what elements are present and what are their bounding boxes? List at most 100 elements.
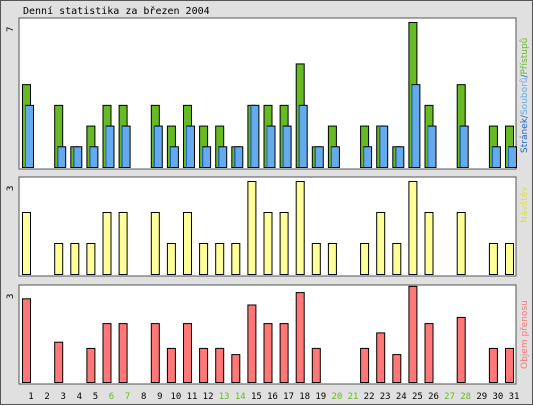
x-tick-label-day-11: 11 (187, 392, 198, 402)
bar-volume-day-5 (86, 347, 96, 383)
bar-files-day-13 (218, 146, 228, 169)
bar-files-day-11 (186, 125, 195, 168)
legend-sep-2: / (520, 73, 530, 77)
x-tick-label-day-13: 13 (219, 392, 230, 402)
x-tick-label-day-20: 20 (331, 392, 342, 402)
bar-visits-day-18 (295, 181, 305, 275)
bar-volume-day-17 (279, 323, 289, 384)
bar-volume-day-24 (392, 354, 402, 384)
bar-visits-day-1 (22, 212, 31, 275)
bar-files-day-18 (298, 104, 308, 168)
bar-files-day-28 (459, 125, 469, 168)
bar-volume-day-11 (183, 323, 192, 384)
x-tick-label-day-12: 12 (203, 392, 214, 402)
bar-visits-day-9 (150, 212, 160, 275)
bar-visits-day-23 (376, 212, 386, 275)
bar-files-day-4 (73, 146, 83, 169)
bar-volume-day-9 (150, 323, 160, 384)
y-max-label-volume: 3 (6, 294, 16, 299)
bar-visits-day-7 (118, 212, 128, 275)
x-tick-label-day-6: 6 (109, 392, 114, 402)
bar-files-day-6 (105, 125, 115, 168)
bar-files-day-26 (427, 125, 437, 168)
bar-volume-day-22 (360, 347, 370, 383)
x-tick-label-day-31: 31 (509, 392, 520, 402)
legend-files: Souborů (519, 77, 530, 115)
bar-files-day-9 (153, 125, 163, 168)
bar-volume-day-7 (118, 323, 128, 384)
bar-volume-day-15 (247, 304, 257, 383)
bar-visits-day-14 (231, 243, 241, 275)
bar-visits-day-30 (488, 243, 498, 275)
x-tick-label-day-18: 18 (299, 392, 310, 402)
bar-files-day-5 (89, 146, 99, 169)
x-tick-label-day-21: 21 (348, 392, 359, 402)
legend-panel-hits: Stránek/Souborů/Přístupů (519, 38, 530, 153)
bar-visits-day-5 (86, 243, 96, 275)
x-tick-label-day-23: 23 (380, 392, 391, 402)
bar-files-day-12 (202, 146, 212, 169)
x-tick-label-day-28: 28 (460, 392, 471, 402)
bar-files-day-16 (266, 125, 276, 168)
bar-volume-day-25 (408, 285, 418, 383)
bar-volume-day-1 (22, 298, 31, 383)
bar-volume-day-12 (199, 347, 209, 383)
bar-visits-day-15 (247, 181, 257, 275)
bar-files-day-1 (25, 104, 34, 168)
bar-visits-day-19 (311, 243, 321, 275)
bar-files-day-3 (57, 146, 67, 169)
x-tick-label-day-2: 2 (44, 392, 49, 402)
bar-visits-day-3 (54, 243, 64, 275)
bar-files-day-19 (314, 146, 324, 169)
bar-visits-day-6 (102, 212, 112, 275)
bar-visits-day-28 (456, 212, 466, 275)
bar-files-day-17 (282, 125, 292, 168)
x-tick-label-day-4: 4 (77, 392, 82, 402)
legend-visits: Návštěv (519, 186, 530, 223)
x-tick-label-day-10: 10 (170, 392, 181, 402)
x-tick-label-day-17: 17 (283, 392, 294, 402)
legend-sep-1: / (520, 114, 530, 118)
bar-files-day-30 (491, 146, 501, 169)
legend-volume: Objem přenosu (520, 300, 530, 369)
bar-volume-day-6 (102, 323, 112, 384)
x-tick-label-day-27: 27 (444, 392, 455, 402)
bar-visits-day-10 (166, 243, 176, 275)
bar-visits-day-25 (408, 181, 418, 275)
bar-visits-day-26 (424, 212, 434, 275)
x-tick-label-day-22: 22 (364, 392, 375, 402)
bar-visits-day-31 (505, 243, 514, 275)
x-tick-label-day-8: 8 (141, 392, 146, 402)
bar-files-day-24 (395, 146, 405, 169)
bar-volume-day-28 (456, 316, 466, 383)
y-max-label-hits: 7 (6, 27, 16, 32)
bar-files-day-14 (234, 146, 244, 169)
bar-files-day-15 (250, 104, 260, 168)
x-tick-label-day-29: 29 (476, 392, 487, 402)
x-tick-label-day-24: 24 (396, 392, 407, 402)
bar-files-day-20 (330, 146, 340, 169)
bar-files-day-23 (379, 125, 389, 168)
bar-files-day-22 (363, 146, 373, 169)
x-tick-label-day-15: 15 (251, 392, 262, 402)
x-tick-label-day-16: 16 (267, 392, 278, 402)
bar-visits-day-13 (215, 243, 225, 275)
bar-volume-day-14 (231, 354, 241, 384)
bar-visits-day-24 (392, 243, 402, 275)
bar-volume-day-23 (376, 332, 386, 383)
x-tick-label-day-9: 9 (157, 392, 162, 402)
x-tick-label-day-7: 7 (125, 392, 130, 402)
bar-volume-day-3 (54, 341, 64, 384)
bar-visits-day-16 (263, 212, 273, 275)
x-tick-label-day-19: 19 (315, 392, 326, 402)
x-tick-label-day-5: 5 (93, 392, 98, 402)
bar-files-day-10 (169, 146, 179, 169)
x-tick-label-day-26: 26 (428, 392, 439, 402)
bar-volume-day-16 (263, 323, 273, 384)
bar-visits-day-22 (360, 243, 370, 275)
x-tick-label-day-14: 14 (235, 392, 246, 402)
chart-title: Denní statistika za březen 2004 (23, 5, 210, 17)
bar-volume-day-30 (488, 347, 498, 383)
